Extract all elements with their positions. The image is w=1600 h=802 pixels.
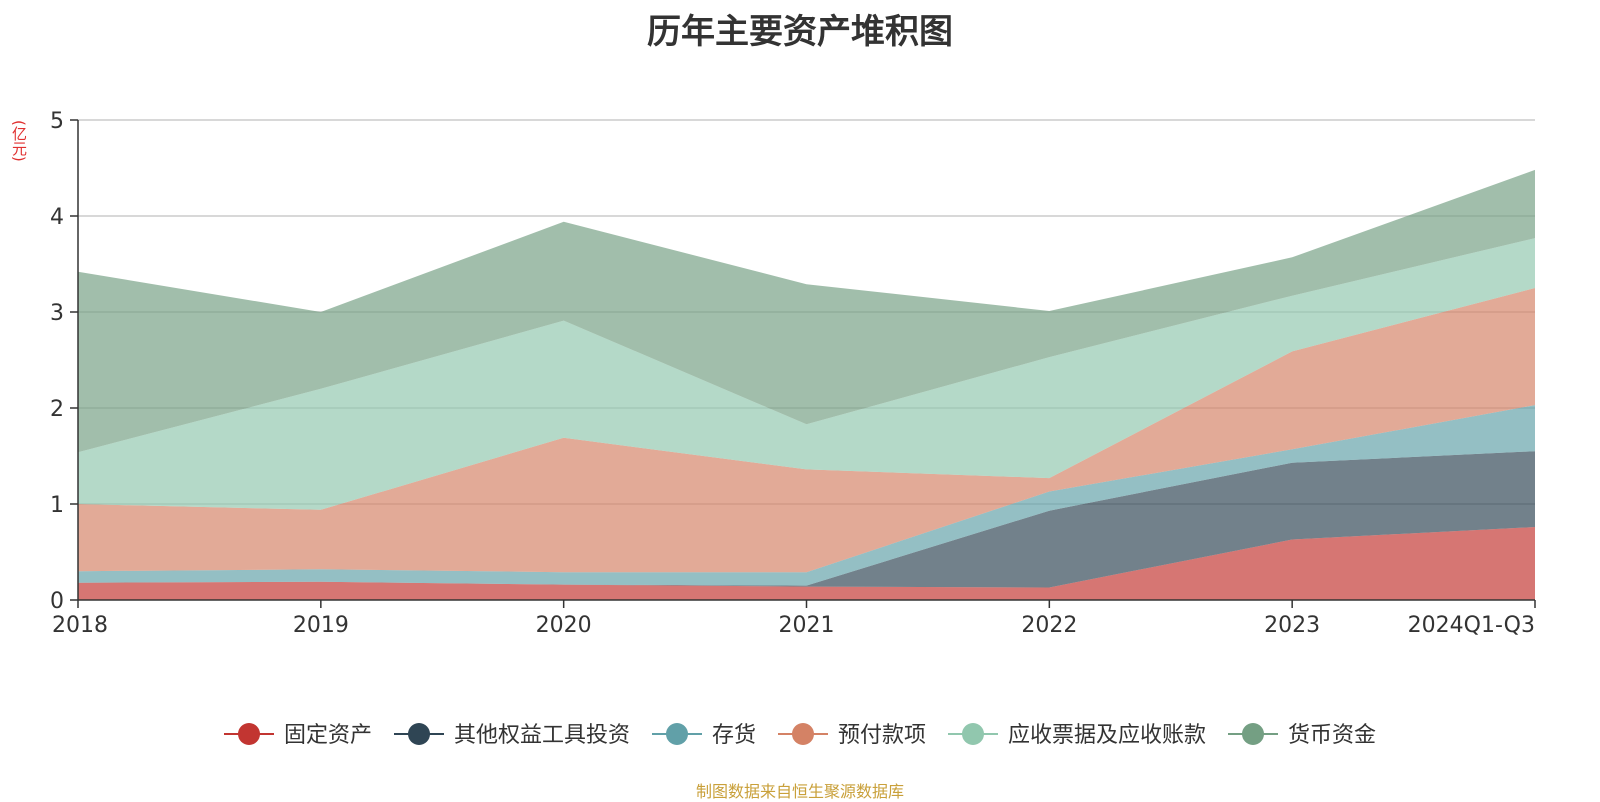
legend-label-4: 应收票据及应收账款 (1008, 723, 1206, 748)
legend-marker-3 (792, 723, 814, 745)
y-tick-label-1: 1 (50, 493, 64, 518)
legend-item-0[interactable]: 固定资产 (224, 723, 372, 748)
legend-label-2: 存货 (712, 723, 756, 748)
legend-item-4[interactable]: 应收票据及应收账款 (948, 723, 1206, 748)
legend-marker-1 (408, 723, 430, 745)
source-note: 制图数据来自恒生聚源数据库 (695, 782, 904, 801)
legend-label-0: 固定资产 (284, 723, 372, 748)
area-series-1 (78, 451, 1535, 588)
legend-item-1[interactable]: 其他权益工具投资 (394, 723, 630, 748)
x-tick-label-5: 2023 (1264, 613, 1320, 638)
chart-title: 历年主要资产堆积图 (647, 12, 953, 52)
area-series-0 (78, 527, 1535, 600)
legend-item-5[interactable]: 货币资金 (1228, 723, 1376, 748)
x-tick-label-1: 2019 (293, 613, 349, 638)
x-tick-label-4: 2022 (1021, 613, 1077, 638)
y-tick-label-3: 3 (50, 301, 64, 326)
area-series (78, 169, 1535, 600)
area-series-5 (78, 169, 1535, 453)
legend-label-5: 货币资金 (1288, 723, 1376, 748)
x-tick-label-2: 2020 (536, 613, 592, 638)
legend-marker-2 (666, 723, 688, 745)
y-tick-label-0: 0 (50, 589, 64, 614)
x-tick-label-0: 2018 (52, 613, 108, 638)
area-series-4 (78, 238, 1535, 510)
y-tick-label-4: 4 (50, 205, 64, 230)
legend-marker-4 (962, 723, 984, 745)
y-tick-label-2: 2 (50, 397, 64, 422)
y-axis-unit-label: (亿元) (10, 120, 28, 162)
axes: 0 1 2 3 4 5 2018 2019 2020 2021 2022 2023 2024Q1-Q3 (50, 109, 1536, 638)
legend-item-3[interactable]: 预付款项 (778, 723, 926, 748)
legend-label-3: 预付款项 (838, 723, 926, 748)
y-tick-label-5: 5 (50, 109, 64, 134)
legend-label-1: 其他权益工具投资 (454, 723, 630, 748)
area-series-3 (78, 288, 1535, 573)
legend[interactable]: 固定资产 其他权益工具投资 存货 预付款项 应收票据及应收账款 货币资金 (224, 723, 1376, 748)
legend-marker-0 (238, 723, 260, 745)
x-tick-label-6: 2024Q1-Q3 (1408, 613, 1535, 638)
legend-marker-5 (1242, 723, 1264, 745)
x-tick-label-3: 2021 (779, 613, 835, 638)
legend-item-2[interactable]: 存货 (652, 723, 756, 748)
